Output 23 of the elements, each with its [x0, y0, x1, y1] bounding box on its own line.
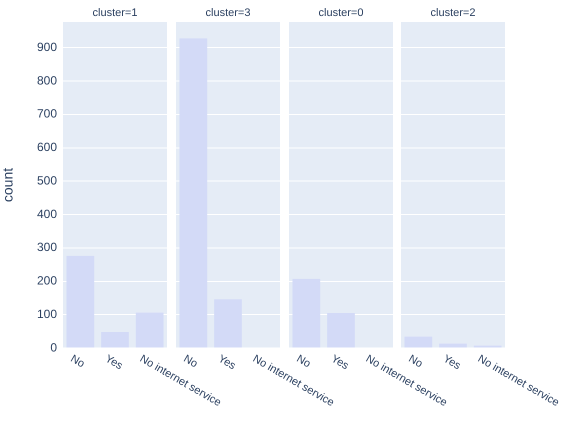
x-tick-label: Yes [440, 352, 463, 372]
y-tick-label: 200 [36, 274, 58, 288]
y-tick-label: 800 [36, 73, 58, 88]
chart-title: cluster=1 [92, 7, 138, 20]
chart-title: cluster=3 [206, 7, 250, 20]
y-axis-title: count [0, 168, 16, 202]
y-tick-label: 0 [50, 340, 58, 354]
chart-title: cluster=2 [430, 7, 476, 20]
y-tick-label: 500 [36, 173, 58, 188]
bar [136, 312, 164, 348]
bar [101, 332, 129, 348]
y-tick-label: 100 [36, 306, 58, 321]
x-tick-label: Yes [328, 352, 351, 372]
bar [66, 256, 94, 348]
y-tick-label: 600 [36, 140, 58, 154]
x-tick-label: No [68, 352, 86, 370]
x-tick-label: Yes [102, 352, 125, 372]
y-tick-label: 400 [36, 206, 58, 221]
chart-title: cluster=0 [318, 7, 364, 20]
y-tick-label: 900 [36, 40, 58, 54]
y-tick-label: 300 [36, 240, 58, 254]
x-tick-label: Yes [216, 352, 238, 372]
y-tick-label: 700 [36, 106, 58, 121]
